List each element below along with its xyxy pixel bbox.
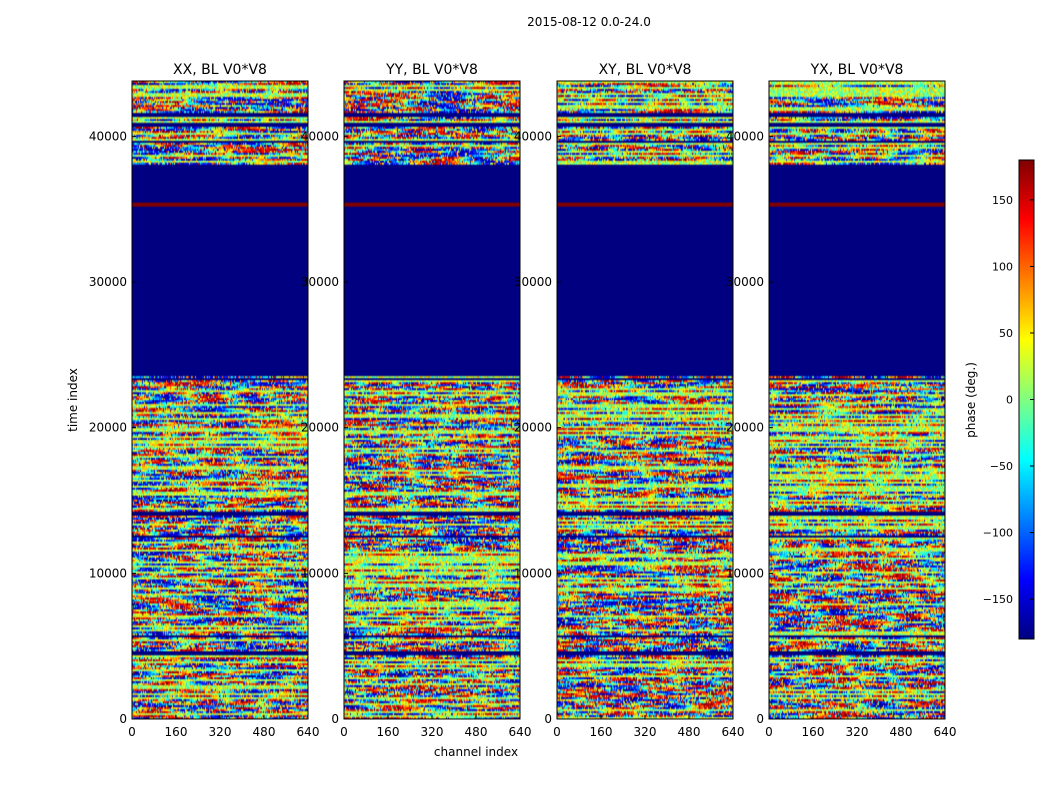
x-tick-label: 320 xyxy=(209,725,232,739)
x-tick-label: 320 xyxy=(421,725,444,739)
colorbar-tick-label: 150 xyxy=(992,194,1013,207)
x-tick-label: 480 xyxy=(678,725,701,739)
y-tick-label: 30000 xyxy=(301,275,339,289)
panel-title: YY, BL V0*V8 xyxy=(385,62,478,78)
heatmap-image xyxy=(132,81,308,719)
figure-title: 2015-08-12 0.0-24.0 xyxy=(527,15,651,29)
x-tick-label: 0 xyxy=(128,725,136,739)
x-axis-label: channel index xyxy=(434,745,518,759)
panel-1: XX, BL V0*V8 0 160 320 480 640 0 10000 20000 3000… xyxy=(89,62,320,739)
x-tick-label: 640 xyxy=(722,725,745,739)
y-tick-label: 20000 xyxy=(514,421,552,435)
colorbar-tick-label: −100 xyxy=(983,527,1013,540)
x-tick-label: 640 xyxy=(297,725,320,739)
heatmap-image xyxy=(344,81,520,719)
panel-3: XY, BL V0*V8 0 160 320 480 640 0 10000 20000 3000… xyxy=(514,62,745,739)
x-tick-label: 320 xyxy=(846,725,869,739)
x-tick-label: 160 xyxy=(377,725,400,739)
y-tick-label: 10000 xyxy=(726,566,764,580)
colorbar-tick-label: 0 xyxy=(1006,394,1013,407)
x-tick-label: 0 xyxy=(553,725,561,739)
x-tick-label: 160 xyxy=(802,725,825,739)
colorbar-tick-label: 100 xyxy=(992,260,1013,273)
x-tick-label: 0 xyxy=(765,725,773,739)
y-tick-label: 10000 xyxy=(301,566,339,580)
colorbar-label: phase (deg.) xyxy=(964,362,978,438)
x-tick-label: 640 xyxy=(934,725,957,739)
x-tick-label: 480 xyxy=(890,725,913,739)
colorbar: 150 100 50 0 −50 −100 −150 xyxy=(983,159,1035,640)
y-tick-label: 40000 xyxy=(726,129,764,143)
panel-4: YX, BL V0*V8 0 160 320 480 640 0 10000 20000 3000… xyxy=(726,62,957,739)
y-tick-label: 20000 xyxy=(301,421,339,435)
x-tick-label: 480 xyxy=(253,725,276,739)
y-tick-label: 0 xyxy=(331,712,339,726)
y-tick-label: 20000 xyxy=(89,421,127,435)
y-tick-label: 30000 xyxy=(726,275,764,289)
x-tick-label: 320 xyxy=(634,725,657,739)
x-tick-label: 640 xyxy=(509,725,532,739)
y-tick-label: 30000 xyxy=(89,275,127,289)
y-tick-label: 0 xyxy=(756,712,764,726)
y-axis-label: time index xyxy=(66,368,80,432)
y-tick-label: 40000 xyxy=(301,129,339,143)
panel-title: YX, BL V0*V8 xyxy=(810,62,904,78)
panels: XX, BL V0*V8 0 160 320 480 640 0 10000 20000 3000… xyxy=(89,62,957,739)
y-tick-label: 20000 xyxy=(726,421,764,435)
colorbar-tick-label: −150 xyxy=(983,593,1013,606)
y-tick-label: 30000 xyxy=(514,275,552,289)
y-tick-label: 10000 xyxy=(514,566,552,580)
x-tick-label: 0 xyxy=(340,725,348,739)
panel-title: XX, BL V0*V8 xyxy=(173,62,267,78)
y-tick-label: 0 xyxy=(544,712,552,726)
panel-title: XY, BL V0*V8 xyxy=(599,62,692,78)
y-tick-label: 10000 xyxy=(89,566,127,580)
y-tick-label: 40000 xyxy=(514,129,552,143)
colorbar-tick-label: 50 xyxy=(999,327,1013,340)
x-tick-label: 160 xyxy=(590,725,613,739)
y-tick-label: 40000 xyxy=(89,129,127,143)
panel-2: YY, BL V0*V8 0 160 320 480 640 0 10000 20000 3000… xyxy=(301,62,532,739)
x-tick-label: 160 xyxy=(165,725,188,739)
heatmap-image xyxy=(557,81,733,719)
y-tick-label: 0 xyxy=(119,712,127,726)
heatmap-image xyxy=(769,81,945,719)
x-tick-label: 480 xyxy=(465,725,488,739)
colorbar-tick-label: −50 xyxy=(990,460,1013,473)
